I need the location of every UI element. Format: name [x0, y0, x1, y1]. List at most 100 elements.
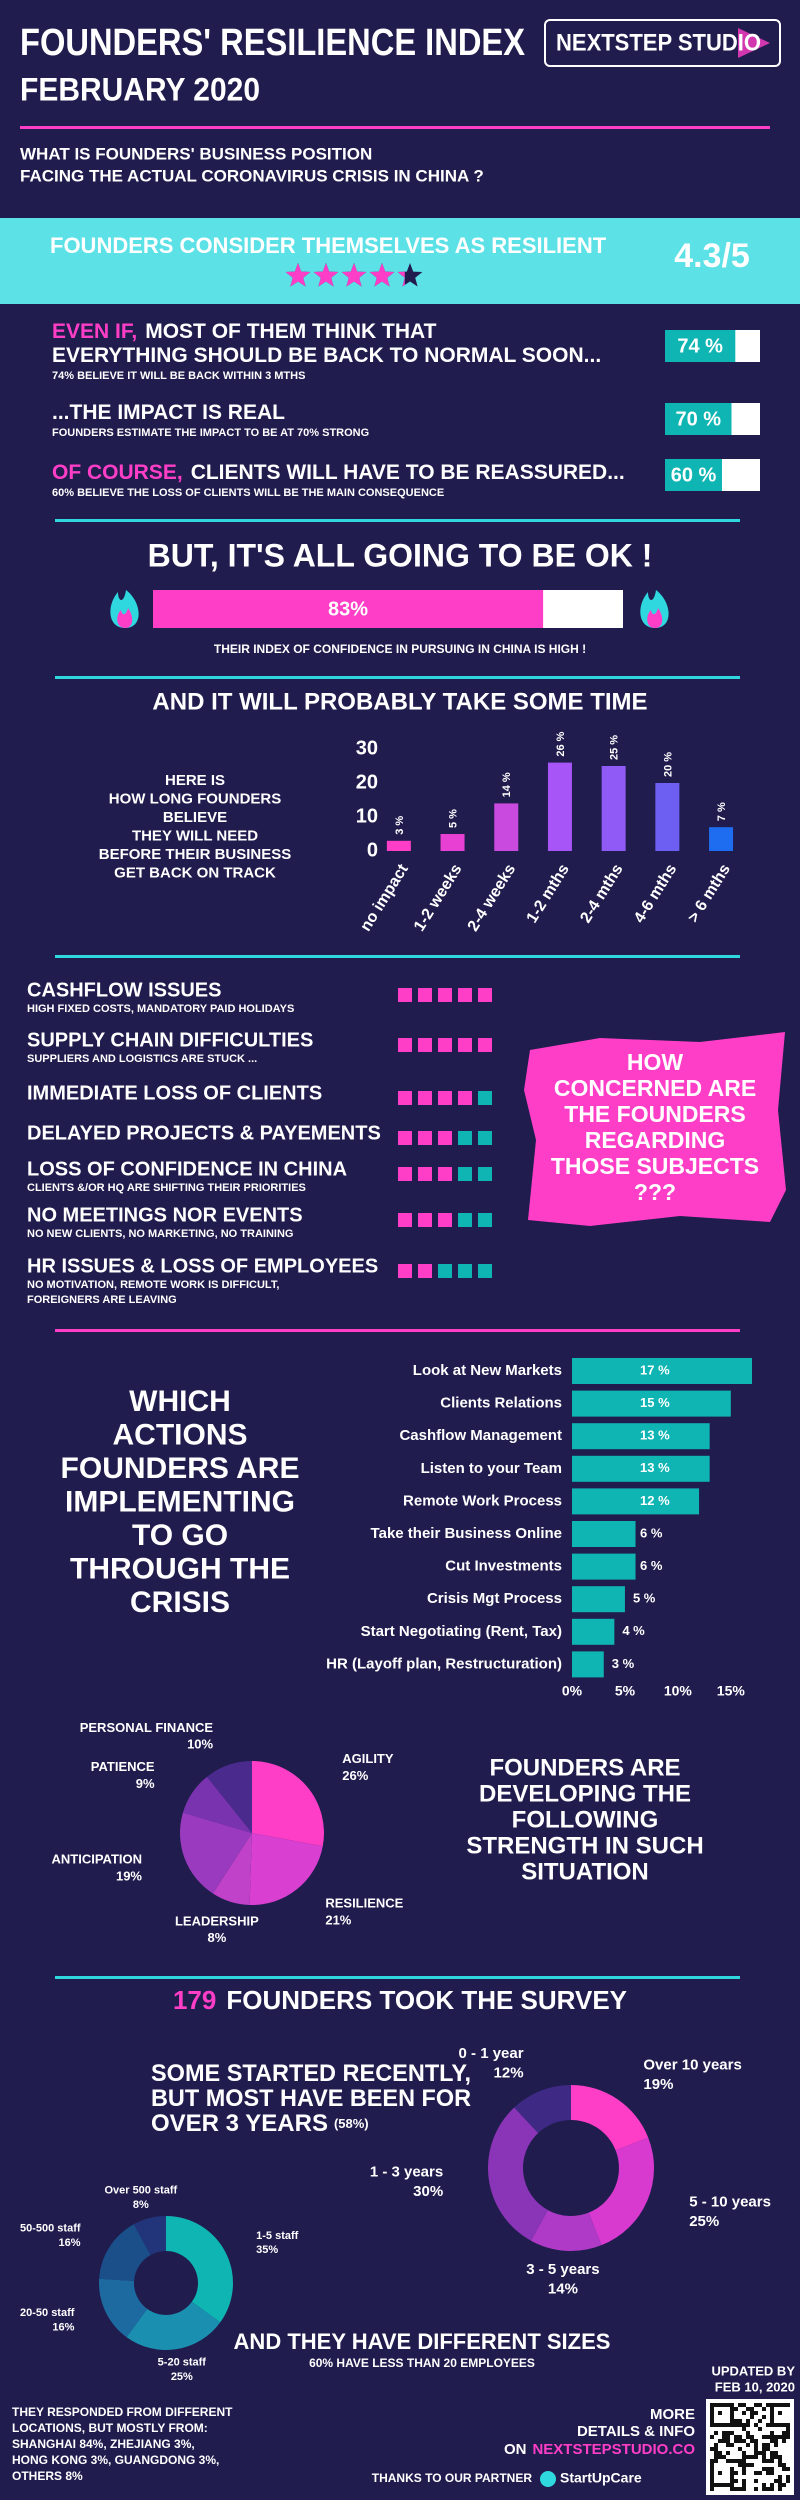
qr-cell: [742, 2483, 746, 2487]
score-square: [458, 1038, 472, 1052]
star: [369, 263, 395, 287]
strengths-text: DEVELOPING THE: [479, 1780, 691, 1807]
bar: [655, 783, 680, 851]
qr-cell: [762, 2467, 766, 2471]
score-square: [458, 1091, 472, 1105]
score-square: [438, 1131, 452, 1145]
y-tick-label: 20: [356, 771, 378, 793]
confidence-label: 83%: [328, 598, 368, 620]
qr-cell: [778, 2459, 782, 2463]
experience-line: OVER 3 YEARS: [151, 2110, 328, 2137]
qr-cell: [738, 2439, 742, 2443]
qr-cell: [778, 2411, 782, 2415]
divider: [55, 955, 740, 958]
callout-text: THOSE SUBJECTS: [551, 1153, 759, 1179]
more-info: MORE: [650, 2406, 695, 2423]
progress-bar: [665, 330, 736, 362]
qr-cell: [766, 2467, 770, 2471]
qr-cell: [710, 2487, 714, 2491]
pie-label: 1 - 3 years: [370, 2163, 443, 2180]
bar: [494, 803, 519, 851]
qr-cell: [762, 2487, 766, 2491]
qr-cell: [722, 2431, 726, 2435]
qr-cell: [718, 2483, 722, 2487]
pie-slice: [98, 2278, 148, 2338]
pie-slice: [588, 2137, 654, 2246]
survey-title: 179 FOUNDERS TOOK THE SURVEY: [173, 1985, 627, 2015]
progress-label: 60 %: [671, 464, 717, 486]
pie-label: 50-500 staff: [20, 2223, 81, 2235]
star: [397, 271, 405, 287]
x-tick-label: 5%: [615, 1683, 636, 1699]
qr-cell: [742, 2479, 746, 2483]
bar-value-label: 14 %: [501, 772, 513, 797]
x-tick-label: 15%: [717, 1683, 746, 1699]
qr-cell: [786, 2467, 790, 2471]
qr-cell: [722, 2403, 726, 2407]
qr-cell: [734, 2439, 738, 2443]
bar-value-label: 20 %: [662, 752, 674, 777]
locations: HONG KONG 3%, GUANGDONG 3%,: [12, 2453, 219, 2467]
qr-cell: [754, 2439, 758, 2443]
finding-line: ...THE IMPACT IS REAL: [52, 401, 285, 424]
qr-cell: [758, 2451, 762, 2455]
qr-cell: [738, 2463, 742, 2467]
qr-cell: [774, 2451, 778, 2455]
bar-value-label: 3 %: [612, 1656, 635, 1671]
qr-cell: [710, 2415, 714, 2419]
qr-cell: [730, 2467, 734, 2471]
qr-cell: [786, 2403, 790, 2407]
strengths-text: FOLLOWING: [512, 1806, 659, 1833]
qr-cell: [750, 2435, 754, 2439]
pie-slice: [133, 2216, 166, 2255]
score-square: [398, 1038, 412, 1052]
qr-cell: [730, 2475, 734, 2479]
survey-count: 179: [173, 1985, 216, 2015]
qr-cell: [774, 2479, 778, 2483]
partner: StartUpCare: [560, 2470, 642, 2486]
qr-cell: [714, 2423, 718, 2427]
pie-value-label: 19%: [643, 2076, 673, 2093]
timing-description: HOW LONG FOUNDERS: [109, 790, 282, 807]
qr-cell: [742, 2423, 746, 2427]
qr-cell: [782, 2463, 786, 2467]
divider: [55, 1329, 740, 1332]
flame-icon: [110, 590, 139, 628]
qr-cell: [730, 2483, 734, 2487]
pie-value-label: 8%: [207, 1930, 226, 1945]
qr-cell: [774, 2403, 778, 2407]
confidence-title: BUT, IT'S ALL GOING TO BE OK !: [148, 537, 653, 573]
score-square: [398, 1131, 412, 1145]
pie-value-label: 16%: [59, 2237, 81, 2249]
qr-cell: [730, 2443, 734, 2447]
progress-label: 74 %: [677, 335, 723, 357]
callout-blob: [524, 1032, 786, 1226]
qr-cell: [786, 2435, 790, 2439]
qr-cell: [754, 2455, 758, 2459]
qr-cell: [770, 2415, 774, 2419]
qr-cell: [762, 2483, 766, 2487]
finding-lead: EVEN IF,: [52, 320, 137, 343]
score-square: [438, 1264, 452, 1278]
qr-cell: [770, 2451, 774, 2455]
bar-value-label: 3 %: [394, 816, 406, 835]
survey-title-text: FOUNDERS TOOK THE SURVEY: [226, 1985, 627, 2015]
score-square: [478, 1131, 492, 1145]
qr-cell: [750, 2407, 754, 2411]
qr-cell: [730, 2471, 734, 2475]
timing-description: GET BACK ON TRACK: [114, 864, 276, 881]
bar: [709, 827, 734, 851]
qr-cell: [778, 2475, 782, 2479]
pie-label: Over 10 years: [643, 2057, 741, 2074]
score-square: [438, 1091, 452, 1105]
timing-description: BELIEVE: [163, 809, 227, 826]
concern-note: CLIENTS &/OR HQ ARE SHIFTING THEIR PRIOR…: [27, 1182, 306, 1194]
timing-description: HERE IS: [165, 772, 225, 789]
resilience-score: 4.3/5: [674, 237, 750, 275]
qr-cell: [778, 2403, 782, 2407]
concern-title: LOSS OF CONFIDENCE IN CHINA: [27, 1158, 347, 1180]
pie-value-label: 16%: [52, 2322, 74, 2334]
qr-cell: [738, 2419, 742, 2423]
qr-cell: [710, 2423, 714, 2427]
